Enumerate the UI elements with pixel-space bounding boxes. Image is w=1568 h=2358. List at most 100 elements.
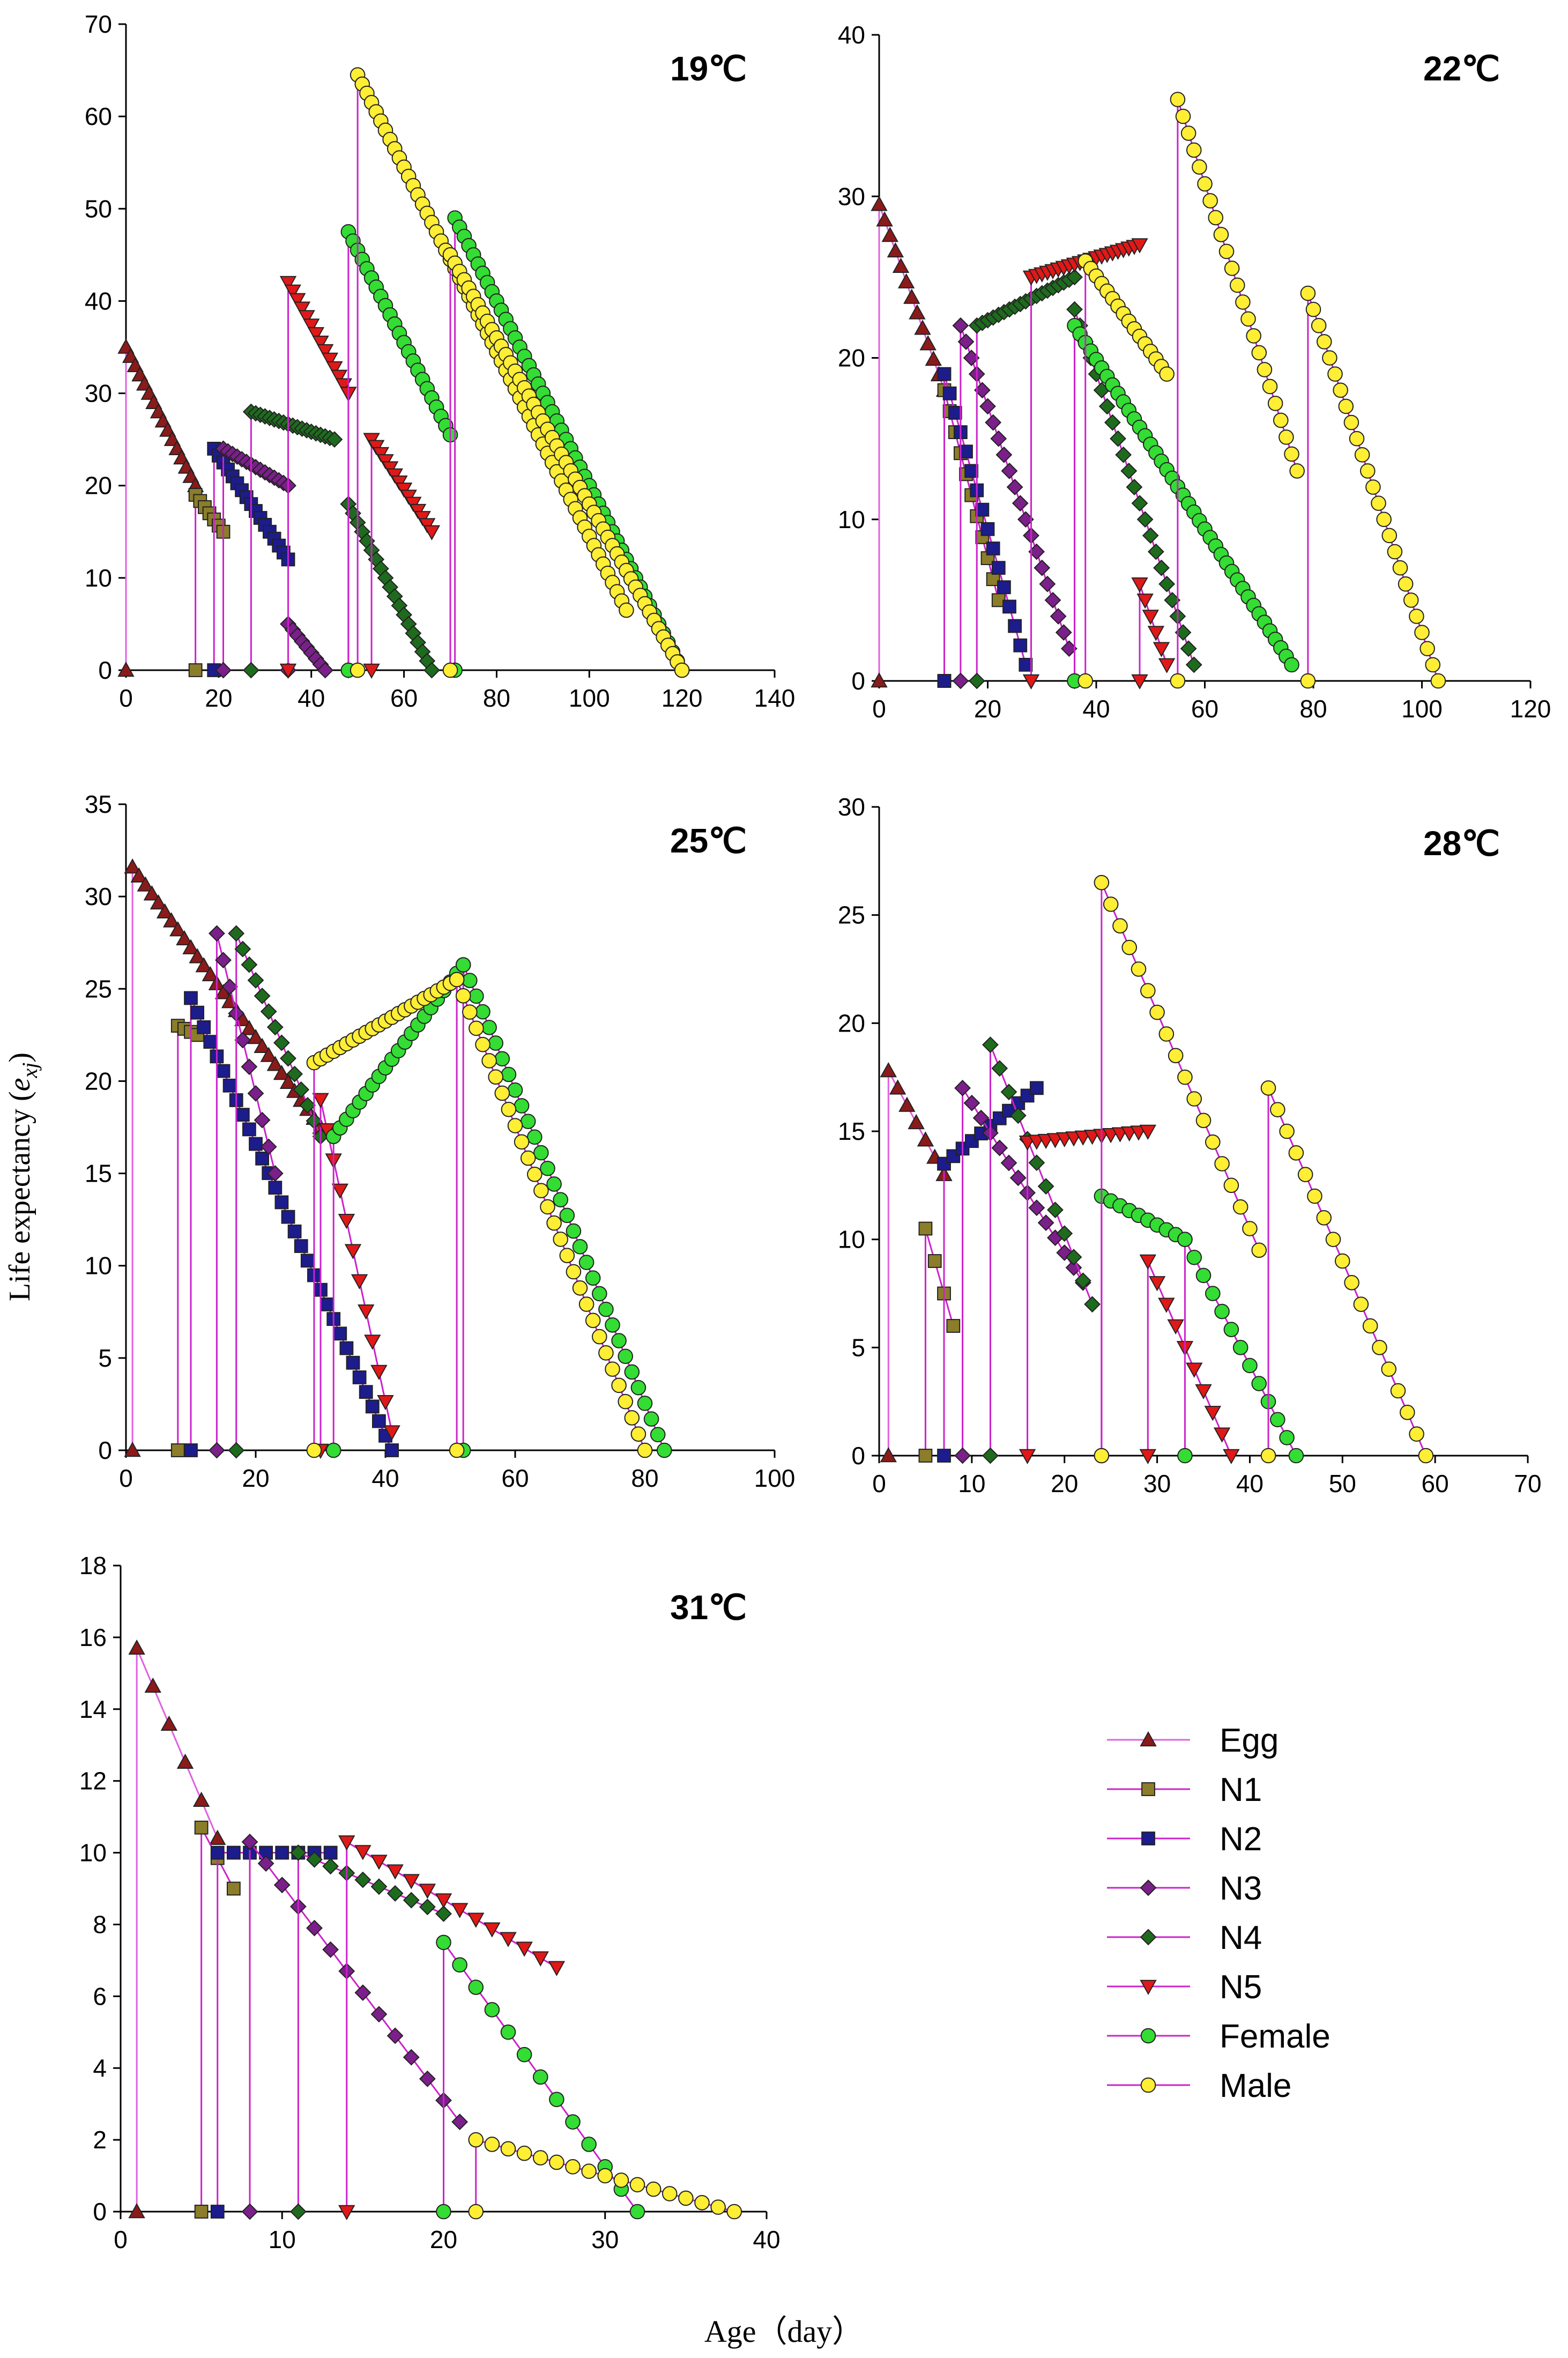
- data-point: [880, 1062, 897, 1078]
- data-point: [618, 1393, 633, 1410]
- data-point: [871, 672, 888, 688]
- x-tick-label: 0: [872, 1470, 886, 1497]
- y-tick-label: 25: [838, 901, 865, 929]
- data-point: [403, 1892, 420, 1909]
- data-point: [1279, 1430, 1295, 1445]
- x-tick-label: 80: [1299, 695, 1327, 723]
- data-point: [597, 2168, 613, 2184]
- legend-item: Egg: [1107, 1722, 1279, 1759]
- data-point: [462, 973, 478, 989]
- data-point: [143, 885, 161, 901]
- series-n4: [228, 925, 329, 1459]
- data-point: [1170, 673, 1186, 689]
- series-n1: [170, 1019, 205, 1457]
- legend-marker: [1140, 2077, 1156, 2093]
- data-point: [1167, 1319, 1184, 1335]
- data-point: [585, 1313, 601, 1329]
- data-point: [1037, 1178, 1054, 1195]
- legend-label: Egg: [1220, 1722, 1279, 1759]
- data-point: [527, 1129, 543, 1145]
- series-egg: [871, 196, 953, 688]
- legend-label: N4: [1220, 1919, 1262, 1956]
- legend-label: N5: [1220, 1969, 1262, 2006]
- data-point: [959, 444, 973, 459]
- data-point: [184, 1443, 198, 1457]
- x-tick-label: 60: [390, 684, 418, 712]
- x-tick-label: 120: [662, 684, 703, 712]
- data-point: [1251, 1242, 1267, 1258]
- x-tick-label: 140: [754, 684, 796, 712]
- series-n3: [952, 317, 1077, 689]
- data-point: [1019, 1449, 1036, 1465]
- data-point: [303, 318, 320, 334]
- data-point: [1235, 294, 1251, 310]
- data-point: [1131, 961, 1147, 977]
- data-point: [1213, 1427, 1231, 1443]
- data-point: [190, 1005, 205, 1020]
- data-point: [169, 921, 187, 937]
- data-point: [351, 1274, 368, 1289]
- data-point: [242, 662, 259, 679]
- data-point: [260, 1047, 277, 1062]
- x-tick-label: 120: [1510, 695, 1551, 723]
- data-point: [338, 1835, 355, 1851]
- series-line: [215, 933, 276, 1174]
- data-point: [1376, 511, 1392, 528]
- data-point: [605, 1361, 620, 1377]
- data-point: [1372, 1340, 1387, 1355]
- data-point: [1094, 1448, 1110, 1464]
- data-point: [520, 1114, 536, 1129]
- data-point: [694, 2194, 710, 2211]
- data-point: [203, 1035, 218, 1049]
- x-tick-label: 30: [591, 2226, 619, 2253]
- data-point: [156, 903, 174, 918]
- data-point: [260, 1003, 277, 1020]
- chart-title: 19℃: [670, 49, 747, 88]
- data-point: [1029, 1081, 1044, 1095]
- data-point: [359, 1385, 373, 1399]
- data-point: [335, 378, 352, 394]
- data-point: [1139, 1449, 1156, 1465]
- data-point: [1311, 317, 1327, 333]
- data-point: [1242, 1358, 1258, 1374]
- chart-title: 25℃: [670, 821, 747, 860]
- x-tick-label: 100: [569, 684, 610, 712]
- data-point: [326, 431, 343, 448]
- legend-marker: [1140, 1731, 1157, 1747]
- data-point: [1006, 479, 1023, 495]
- y-tick-label: 10: [838, 506, 865, 533]
- data-point: [540, 1199, 555, 1215]
- data-point: [226, 1845, 241, 1860]
- series-n4: [242, 403, 440, 679]
- series-male: [468, 2132, 742, 2220]
- data-point: [917, 1131, 934, 1147]
- data-point: [1273, 412, 1289, 428]
- data-point: [289, 1844, 307, 1861]
- data-point: [1131, 674, 1148, 690]
- data-point: [331, 1183, 348, 1199]
- data-point: [618, 1348, 633, 1365]
- data-point: [565, 2114, 581, 2130]
- data-point: [1334, 1253, 1350, 1269]
- legend-marker: [1140, 1929, 1157, 1946]
- y-tick-label: 10: [85, 564, 112, 592]
- y-tick-label: 6: [93, 1982, 107, 2010]
- data-point: [387, 1864, 404, 1880]
- data-point: [925, 350, 942, 366]
- data-point: [370, 2006, 388, 2023]
- series-female: [325, 957, 672, 1458]
- data-point: [208, 925, 225, 942]
- data-point: [1414, 625, 1430, 640]
- x-tick-label: 20: [205, 684, 232, 712]
- y-axis-label: Life expectancy (exj): [3, 1052, 42, 1301]
- legend-item: Male: [1107, 2067, 1291, 2104]
- data-point: [260, 1138, 277, 1155]
- data-point: [1034, 559, 1051, 576]
- data-point: [592, 1286, 607, 1302]
- series-line: [298, 1852, 444, 1915]
- data-point: [1142, 527, 1159, 544]
- data-point: [1180, 125, 1197, 141]
- data-point: [266, 1165, 284, 1182]
- data-point: [1047, 1202, 1064, 1219]
